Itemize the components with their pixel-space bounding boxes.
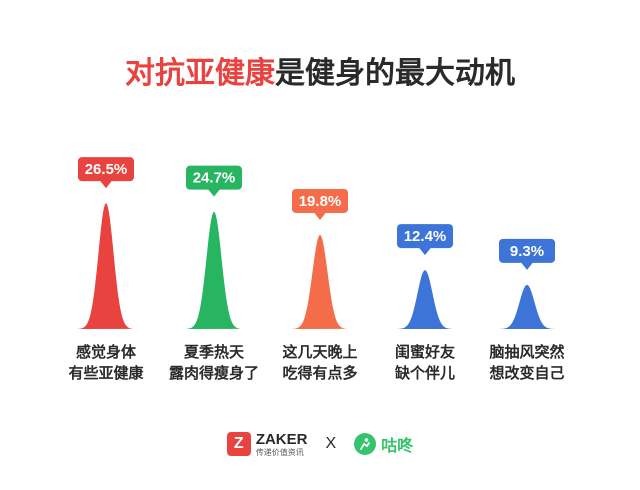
value-label-5: 9.3% <box>510 243 544 260</box>
gudong-brand: 咕咚 <box>354 432 413 456</box>
footer-logos: Z ZAKER 传递价值资讯 X 咕咚 <box>0 428 640 460</box>
value-label-3: 19.8% <box>299 193 342 210</box>
zaker-brand: Z ZAKER 传递价值资讯 <box>226 430 308 457</box>
zaker-tagline: 传递价值资讯 <box>255 447 304 457</box>
value-label-1: 26.5% <box>85 161 128 178</box>
zaker-logo-icon: Z <box>226 432 251 456</box>
value-badge-3: 19.8% <box>292 188 348 220</box>
gudong-name: 咕咚 <box>381 436 414 455</box>
value-badge-5: 9.3% <box>499 238 555 270</box>
bell-mark-5 <box>499 284 555 329</box>
chart-title: 对抗亚健康是健身的最大动机 <box>0 54 640 94</box>
gudong-logo-icon <box>354 433 377 455</box>
title-rest: 是健身的最大动机 <box>275 56 515 91</box>
bell-mark-1 <box>78 203 134 329</box>
value-badge-4: 12.4% <box>397 224 453 256</box>
bell-mark-2 <box>186 211 242 329</box>
bell-mark-4 <box>397 270 453 329</box>
separator: X <box>325 435 337 452</box>
value-label-2: 24.7% <box>193 170 236 187</box>
value-badge-2: 24.7% <box>186 165 242 197</box>
value-label-4: 12.4% <box>404 228 447 245</box>
zaker-name: ZAKER <box>255 430 308 448</box>
bell-mark-3 <box>292 234 348 329</box>
title-highlight: 对抗亚健康 <box>125 56 275 91</box>
value-badge-1: 26.5% <box>78 157 134 189</box>
